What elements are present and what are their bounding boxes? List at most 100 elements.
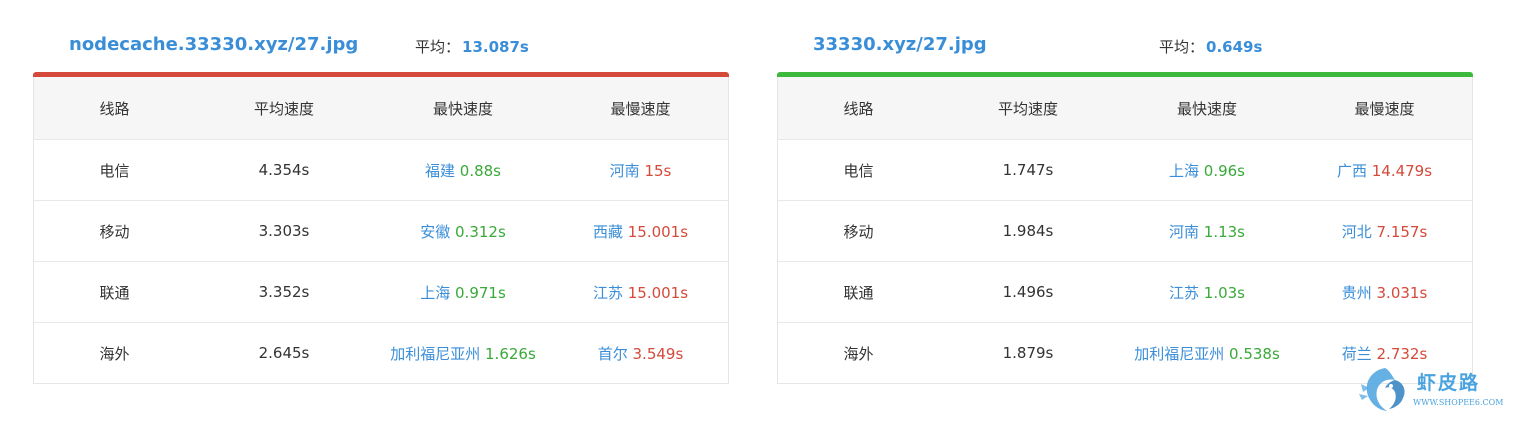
panel-header: 33330.xyz/27.jpg 平均： 0.649s bbox=[777, 28, 1473, 72]
slowest-value: 7.157s bbox=[1376, 222, 1428, 241]
header-avg-speed: 平均速度 bbox=[997, 99, 1058, 118]
header-line: 线路 bbox=[843, 99, 874, 118]
average-value: 13.087s bbox=[462, 38, 529, 56]
line-name: 电信 bbox=[99, 161, 130, 180]
fastest-region: 上海 bbox=[420, 283, 451, 302]
watermark-subtitle: WWW.SHOPEE6.COM bbox=[1413, 398, 1504, 407]
slowest-region: 首尔 bbox=[597, 344, 628, 363]
slowest-speed: 河北 7.157s bbox=[1297, 221, 1472, 242]
fastest-value: 0.312s bbox=[455, 222, 506, 241]
slowest-value: 15.001s bbox=[627, 222, 689, 241]
fastest-value: 0.96s bbox=[1203, 161, 1245, 180]
test-url[interactable]: 33330.xyz/27.jpg bbox=[813, 34, 987, 55]
slowest-value: 15s bbox=[644, 161, 672, 180]
avg-speed: 1.496s bbox=[1002, 283, 1054, 301]
fastest-region: 上海 bbox=[1168, 161, 1199, 180]
table-row: 海外 1.879s 加利福尼亚州 0.538s 荷兰 2.732s bbox=[778, 322, 1472, 383]
fastest-region: 河南 bbox=[1168, 222, 1199, 241]
avg-speed: 3.352s bbox=[258, 283, 310, 301]
fastest-value: 0.971s bbox=[455, 283, 506, 302]
fastest-region: 加利福尼亚州 bbox=[1134, 344, 1225, 363]
fastest-speed: 加利福尼亚州 0.538s bbox=[1117, 343, 1297, 364]
fastest-speed: 上海 0.971s bbox=[373, 282, 553, 303]
fastest-value: 0.538s bbox=[1229, 344, 1280, 363]
avg-speed: 4.354s bbox=[258, 161, 310, 179]
accent-bar bbox=[33, 72, 729, 77]
line-name: 移动 bbox=[99, 222, 130, 241]
speed-table: 线路 平均速度 最快速度 最慢速度 电信 1.747s 上海 0.96s 广西 … bbox=[777, 77, 1473, 384]
fastest-region: 福建 bbox=[424, 161, 455, 180]
header-slowest-speed: 最慢速度 bbox=[610, 99, 671, 118]
fastest-speed: 安徽 0.312s bbox=[373, 221, 553, 242]
slowest-region: 荷兰 bbox=[1341, 344, 1372, 363]
line-name: 海外 bbox=[99, 344, 130, 363]
speedtest-panel-left: nodecache.33330.xyz/27.jpg 平均： 13.087s 线路… bbox=[33, 28, 729, 384]
fastest-speed: 上海 0.96s bbox=[1117, 160, 1297, 181]
avg-speed: 1.879s bbox=[1002, 344, 1054, 362]
slowest-speed: 贵州 3.031s bbox=[1297, 282, 1472, 303]
slowest-region: 江苏 bbox=[592, 283, 623, 302]
avg-speed: 1.984s bbox=[1002, 222, 1054, 240]
header-slowest-speed: 最慢速度 bbox=[1354, 99, 1415, 118]
avg-speed: 3.303s bbox=[258, 222, 310, 240]
panel-header: nodecache.33330.xyz/27.jpg 平均： 13.087s bbox=[33, 28, 729, 72]
speedtest-panel-right: 33330.xyz/27.jpg 平均： 0.649s 线路 平均速度 最快速度 … bbox=[777, 28, 1473, 384]
average-summary: 平均： 13.087s bbox=[415, 36, 529, 57]
fastest-speed: 江苏 1.03s bbox=[1117, 282, 1297, 303]
slowest-region: 广西 bbox=[1336, 161, 1367, 180]
table-header-row: 线路 平均速度 最快速度 最慢速度 bbox=[34, 77, 728, 139]
table-header-row: 线路 平均速度 最快速度 最慢速度 bbox=[778, 77, 1472, 139]
header-fastest-speed: 最快速度 bbox=[1176, 99, 1237, 118]
table-row: 联通 1.496s 江苏 1.03s 贵州 3.031s bbox=[778, 261, 1472, 322]
watermark-title: 虾皮路 bbox=[1417, 372, 1481, 394]
slowest-value: 3.549s bbox=[632, 344, 684, 363]
fastest-value: 1.626s bbox=[485, 344, 536, 363]
slowest-region: 河南 bbox=[609, 161, 640, 180]
slowest-speed: 首尔 3.549s bbox=[553, 343, 728, 364]
slowest-region: 河北 bbox=[1341, 222, 1372, 241]
average-label: 平均： bbox=[415, 38, 461, 56]
slowest-speed: 荷兰 2.732s bbox=[1297, 343, 1472, 364]
fastest-value: 1.03s bbox=[1203, 283, 1245, 302]
average-label: 平均： bbox=[1159, 38, 1205, 56]
slowest-speed: 河南 15s bbox=[553, 160, 728, 181]
accent-bar bbox=[777, 72, 1473, 77]
slowest-value: 15.001s bbox=[627, 283, 689, 302]
line-name: 移动 bbox=[843, 222, 874, 241]
line-name: 海外 bbox=[843, 344, 874, 363]
line-name: 联通 bbox=[843, 283, 874, 302]
test-url[interactable]: nodecache.33330.xyz/27.jpg bbox=[69, 34, 359, 55]
fastest-value: 1.13s bbox=[1203, 222, 1245, 241]
fastest-region: 安徽 bbox=[420, 222, 451, 241]
line-name: 联通 bbox=[99, 283, 130, 302]
header-fastest-speed: 最快速度 bbox=[432, 99, 493, 118]
dragon-logo-icon bbox=[1359, 368, 1405, 411]
table-row: 海外 2.645s 加利福尼亚州 1.626s 首尔 3.549s bbox=[34, 322, 728, 383]
table-row: 电信 1.747s 上海 0.96s 广西 14.479s bbox=[778, 139, 1472, 200]
slowest-value: 14.479s bbox=[1371, 161, 1433, 180]
slowest-value: 3.031s bbox=[1376, 283, 1428, 302]
header-line: 线路 bbox=[99, 99, 130, 118]
fastest-value: 0.88s bbox=[459, 161, 501, 180]
avg-speed: 1.747s bbox=[1002, 161, 1054, 179]
table-row: 移动 1.984s 河南 1.13s 河北 7.157s bbox=[778, 200, 1472, 261]
table-row: 移动 3.303s 安徽 0.312s 西藏 15.001s bbox=[34, 200, 728, 261]
slowest-speed: 广西 14.479s bbox=[1297, 160, 1472, 181]
slowest-region: 贵州 bbox=[1341, 283, 1372, 302]
site-watermark: 虾皮路 WWW.SHOPEE6.COM bbox=[1355, 364, 1505, 416]
line-name: 电信 bbox=[843, 161, 874, 180]
slowest-speed: 西藏 15.001s bbox=[553, 221, 728, 242]
fastest-region: 加利福尼亚州 bbox=[390, 344, 481, 363]
fastest-region: 江苏 bbox=[1168, 283, 1199, 302]
avg-speed: 2.645s bbox=[258, 344, 310, 362]
header-avg-speed: 平均速度 bbox=[253, 99, 314, 118]
table-row: 电信 4.354s 福建 0.88s 河南 15s bbox=[34, 139, 728, 200]
fastest-speed: 加利福尼亚州 1.626s bbox=[373, 343, 553, 364]
slowest-region: 西藏 bbox=[592, 222, 623, 241]
average-value: 0.649s bbox=[1206, 38, 1263, 56]
slowest-speed: 江苏 15.001s bbox=[553, 282, 728, 303]
speed-table: 线路 平均速度 最快速度 最慢速度 电信 4.354s 福建 0.88s 河南 … bbox=[33, 77, 729, 384]
slowest-value: 2.732s bbox=[1376, 344, 1428, 363]
fastest-speed: 河南 1.13s bbox=[1117, 221, 1297, 242]
fastest-speed: 福建 0.88s bbox=[373, 160, 553, 181]
